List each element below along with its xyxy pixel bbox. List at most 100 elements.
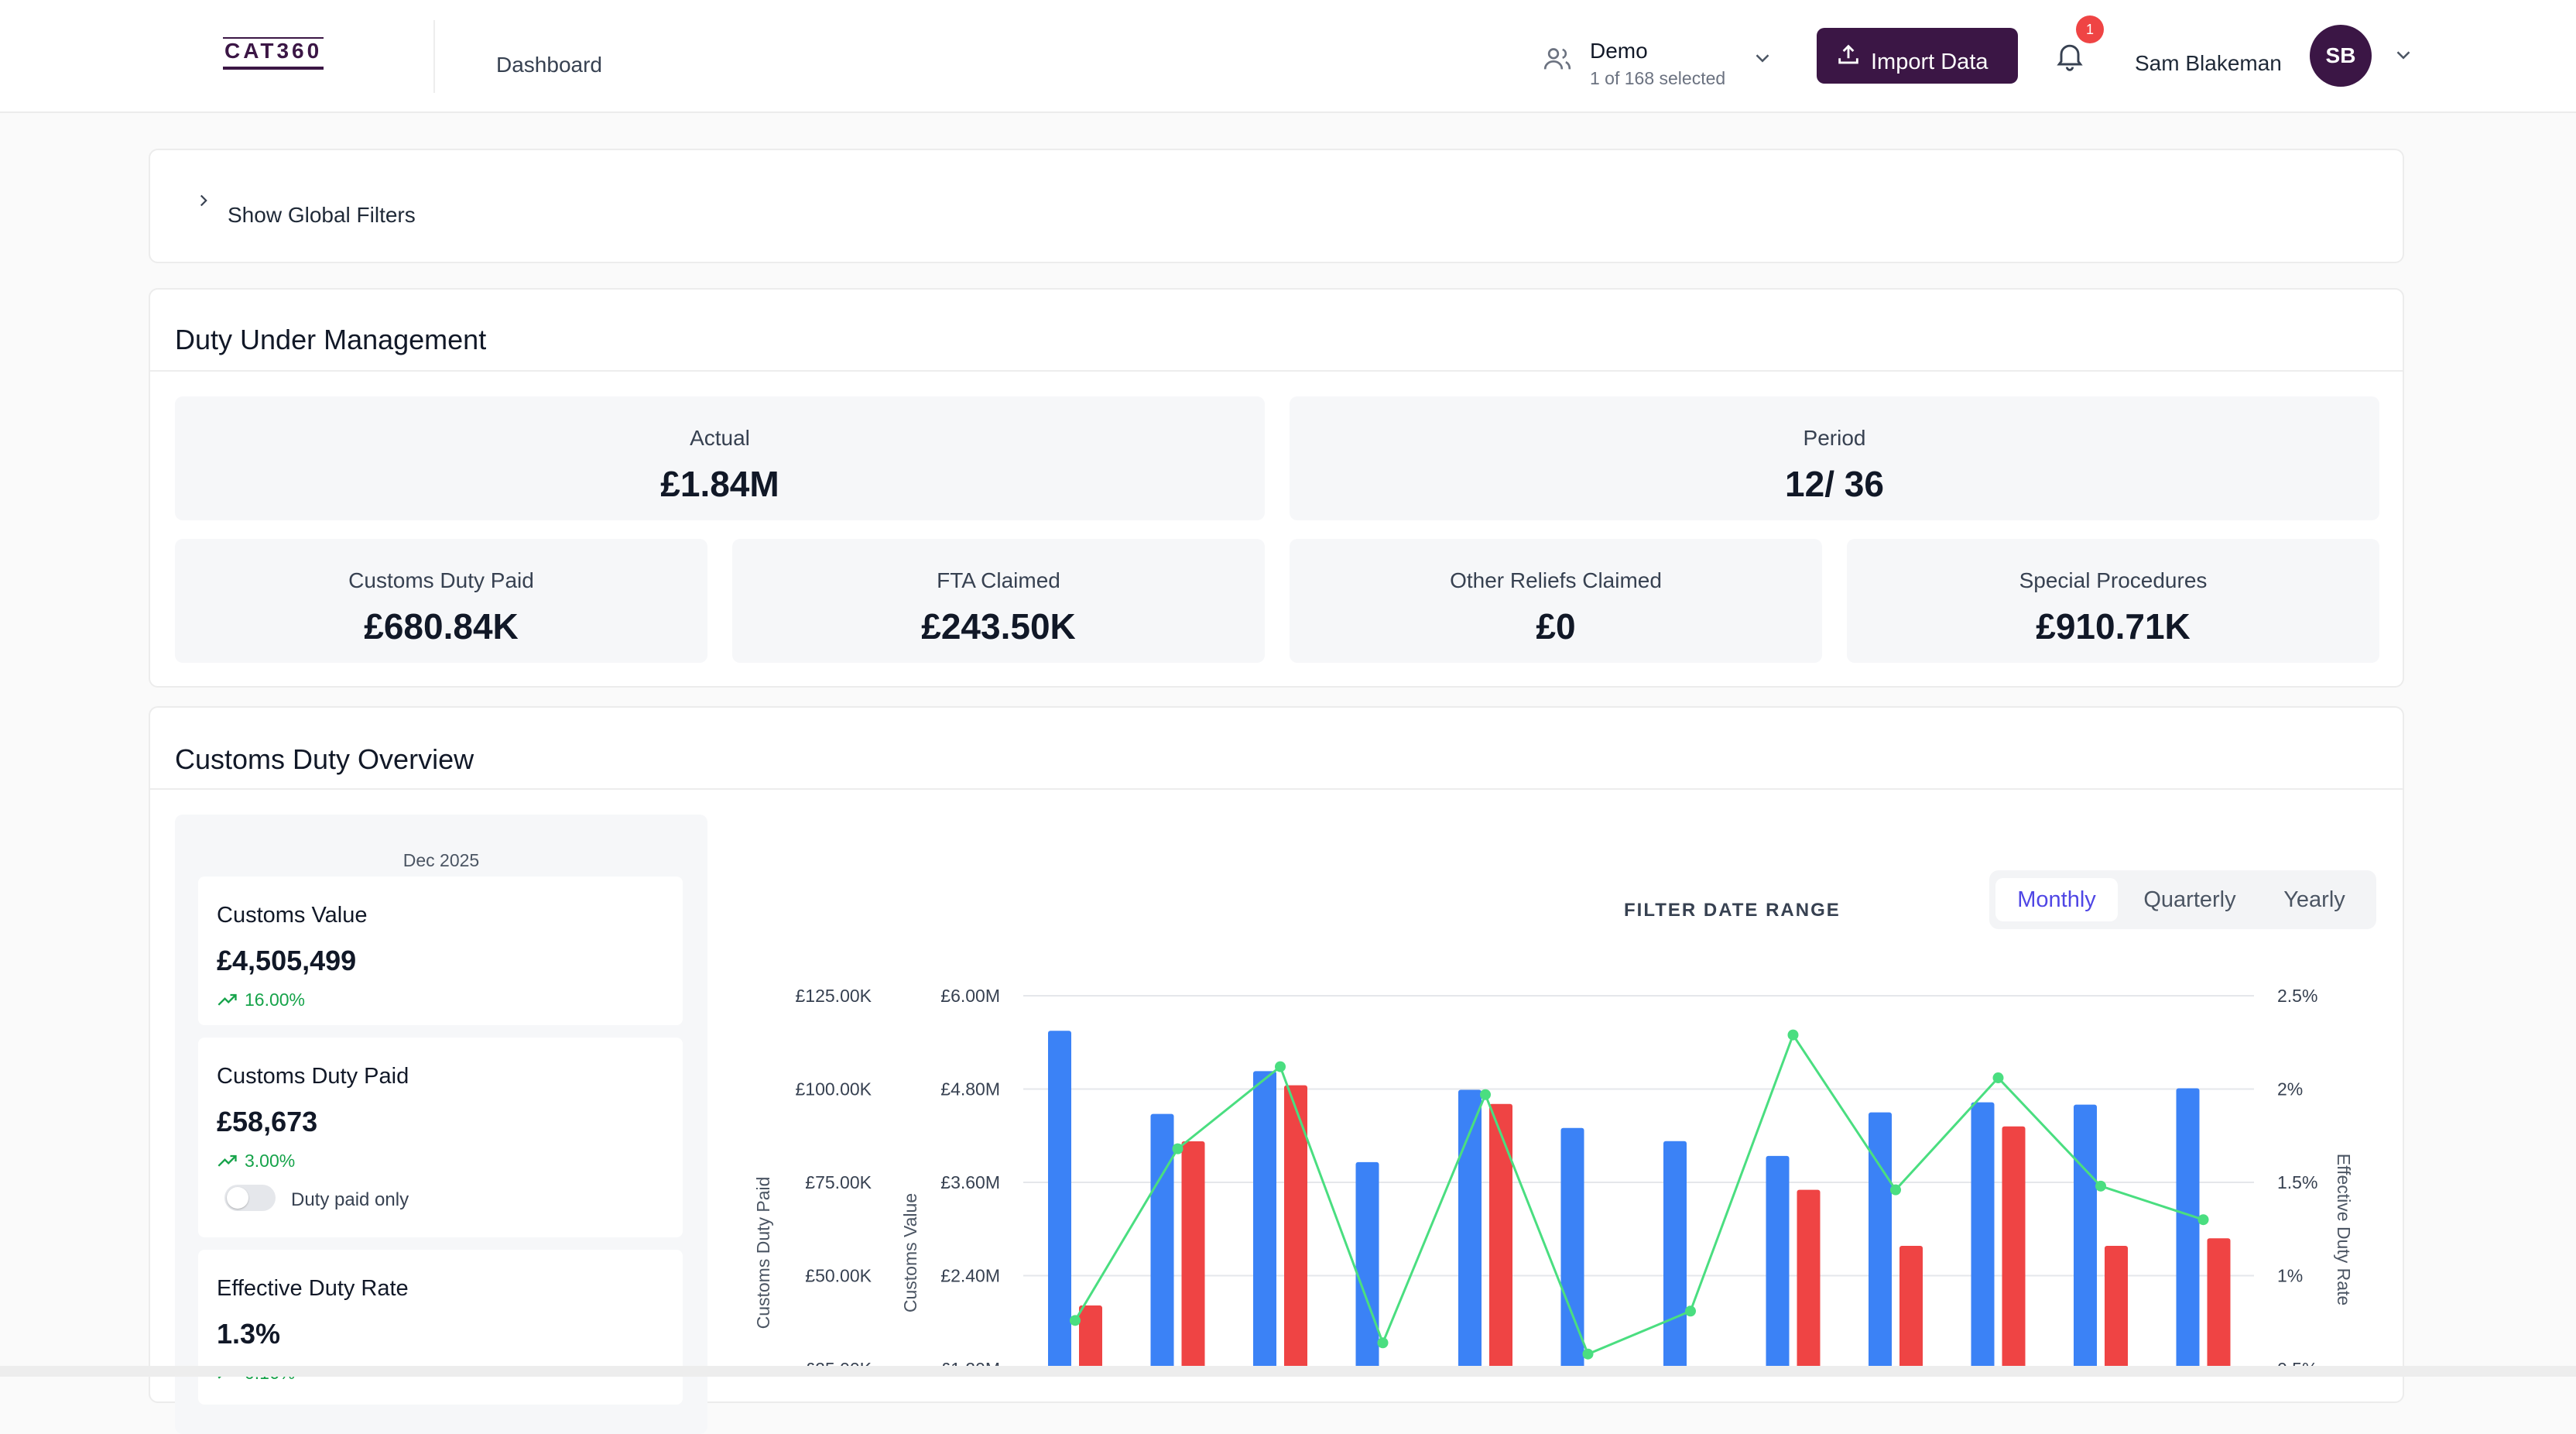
y-tick-rate: 1% — [2277, 1266, 2303, 1286]
y-axis-duty-ticks: £125.00K£100.00K£75.00K£50.00K£25.00K — [796, 986, 872, 1377]
metric-trend: 3.00% — [217, 1151, 295, 1172]
stat-label: Actual — [690, 426, 750, 450]
metric-title: Customs Value — [217, 903, 368, 928]
bar-duty-paid — [1181, 1141, 1205, 1377]
stat-label: Customs Duty Paid — [348, 568, 534, 592]
bar-customs-value — [1766, 1155, 1790, 1377]
chevron-right-icon — [200, 194, 207, 207]
user-name[interactable]: Sam Blakeman — [2135, 51, 2282, 75]
rate-point — [1377, 1337, 1389, 1349]
stat-fta-claimed: FTA Claimed £243.50K — [732, 539, 1265, 663]
bar-customs-value — [2176, 1088, 2200, 1377]
range-quarterly-button[interactable]: Quarterly — [2143, 887, 2236, 912]
bar-customs-value — [1663, 1141, 1687, 1377]
stat-value: £1.84M — [660, 464, 779, 504]
divider — [150, 788, 2403, 790]
metric-value: £58,673 — [217, 1106, 318, 1137]
stat-label: Special Procedures — [2019, 568, 2208, 592]
range-yearly-button[interactable]: Yearly — [2283, 887, 2345, 912]
y-tick-duty: £75.00K — [805, 1172, 872, 1192]
nav-link-dashboard[interactable]: Dashboard — [496, 53, 602, 77]
rate-point — [1992, 1072, 2004, 1084]
filter-date-range-label: FILTER DATE RANGE — [1624, 900, 1841, 921]
bar-customs-value — [2074, 1104, 2097, 1377]
bar-customs-value — [1869, 1112, 1892, 1377]
bar-duty-paid — [1079, 1305, 1102, 1377]
chart-gridlines — [1023, 995, 2254, 1370]
tenant-selector[interactable]: Demo 1 of 168 selected — [1542, 37, 1782, 96]
rate-point — [2197, 1214, 2209, 1226]
stat-other-reliefs: Other Reliefs Claimed £0 — [1290, 539, 1822, 663]
metric-customs-duty-paid: Customs Duty Paid £58,673 3.00% Duty pai… — [198, 1038, 683, 1237]
customs-duty-chart: £125.00K£100.00K£75.00K£50.00K£25.00K £6… — [753, 986, 2354, 1377]
notification-badge: 1 — [2076, 15, 2104, 43]
rate-point — [2095, 1180, 2106, 1192]
stat-customs-duty-paid: Customs Duty Paid £680.84K — [175, 539, 707, 663]
import-data-button[interactable]: Import Data — [1817, 28, 2018, 84]
bar-customs-value — [1458, 1089, 1482, 1377]
bar-duty-paid — [1489, 1103, 1512, 1377]
bar-customs-value — [1355, 1161, 1379, 1377]
stat-value: £910.71K — [2036, 606, 2191, 647]
bar-customs-value — [1253, 1071, 1276, 1377]
upload-icon — [1838, 44, 1858, 64]
rate-point — [1480, 1089, 1491, 1100]
stat-value: £680.84K — [364, 606, 519, 647]
metric-trend-value: 3.00% — [245, 1151, 296, 1171]
stat-label: Other Reliefs Claimed — [1450, 568, 1662, 592]
rate-point — [1172, 1143, 1184, 1154]
metric-customs-value: Customs Value £4,505,499 16.00% — [198, 877, 683, 1025]
date-range-selector: Monthly Quarterly Yearly — [1989, 870, 2376, 929]
tenant-name: Demo — [1590, 39, 1648, 63]
chart-bars — [1048, 1031, 2231, 1377]
stat-value: 12/ 36 — [1785, 464, 1884, 504]
rate-point — [1685, 1305, 1696, 1317]
global-filters-toggle[interactable]: Show Global Filters — [149, 149, 2404, 263]
period-label: Dec 2025 — [402, 850, 480, 870]
y-axis-rate-label: Effective Duty Rate — [2334, 1154, 2354, 1305]
metric-trend: 16.00% — [217, 990, 305, 1010]
y-tick-rate: 2% — [2277, 1079, 2303, 1100]
section-title: Customs Duty Overview — [175, 743, 474, 775]
y-tick-duty: £125.00K — [796, 986, 872, 1006]
stat-label: FTA Claimed — [937, 568, 1060, 592]
y-tick-duty: £50.00K — [805, 1266, 872, 1286]
metric-title: Effective Duty Rate — [217, 1276, 409, 1301]
bell-icon[interactable] — [2053, 37, 2087, 74]
y-tick-value: £2.40M — [940, 1266, 1000, 1286]
y-axis-value-label: Customs Value — [900, 1193, 920, 1312]
range-monthly-button[interactable]: Monthly — [1995, 878, 2118, 921]
metric-title: Customs Duty Paid — [217, 1064, 409, 1089]
nav-divider — [433, 20, 435, 93]
bar-duty-paid — [2207, 1238, 2231, 1377]
bar-customs-value — [1971, 1102, 1995, 1377]
bar-customs-value — [1560, 1127, 1584, 1377]
y-tick-rate: 1.5% — [2277, 1172, 2317, 1192]
y-tick-value: £6.00M — [940, 986, 1000, 1006]
avatar[interactable]: SB — [2310, 25, 2372, 87]
section-title: Duty Under Management — [175, 324, 487, 355]
bar-duty-paid — [1797, 1189, 1821, 1377]
users-icon — [1543, 48, 1571, 70]
trending-up-icon — [218, 993, 237, 1006]
tenant-selection-count: 1 of 168 selected — [1590, 68, 1726, 88]
stat-period: Period 12/ 36 — [1290, 396, 2379, 520]
y-axis-rate-ticks: 2.5%2%1.5%1%0.5% — [2277, 986, 2317, 1377]
import-data-label: Import Data — [1871, 50, 1989, 74]
rate-point — [1582, 1348, 1594, 1360]
duty-paid-only-toggle[interactable] — [224, 1185, 276, 1211]
bar-duty-paid — [1284, 1085, 1307, 1377]
top-navigation-bar: CAT360 Dashboard Demo 1 of 168 selected … — [0, 0, 2576, 113]
bar-duty-paid — [2105, 1245, 2128, 1377]
metric-value: £4,505,499 — [217, 945, 357, 976]
horizontal-scrollbar[interactable] — [0, 1366, 2576, 1377]
y-axis-value-ticks: £6.00M£4.80M£3.60M£2.40M£1.20M — [940, 986, 1000, 1377]
rate-point — [1070, 1315, 1081, 1326]
chevron-down-icon[interactable] — [2392, 43, 2415, 67]
rate-point — [1890, 1184, 1901, 1196]
stat-special-procedures: Special Procedures £910.71K — [1847, 539, 2379, 663]
y-axis-duty-label: Customs Duty Paid — [753, 1177, 773, 1329]
bar-customs-value — [1048, 1031, 1071, 1377]
app-logo[interactable]: CAT360 — [223, 37, 324, 70]
rate-line — [1074, 1032, 2204, 1356]
